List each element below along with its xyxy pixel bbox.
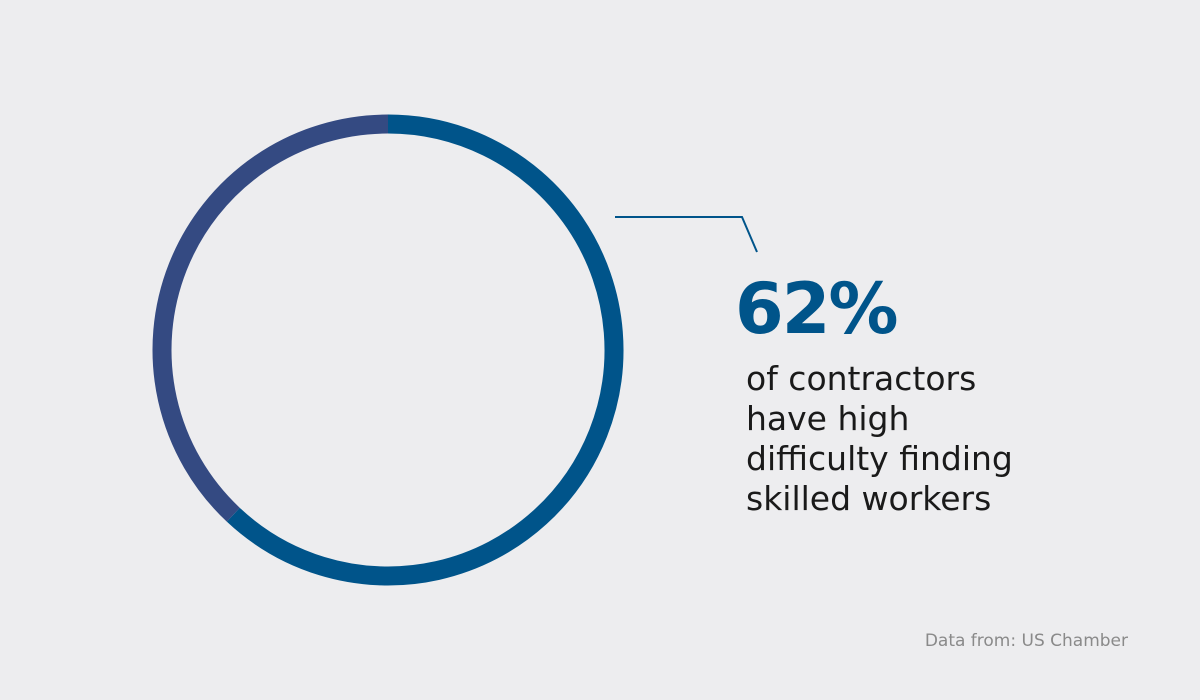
donut (152, 114, 624, 586)
donut-segment (226, 114, 624, 586)
donut-segment (152, 114, 389, 522)
source: Data from: US Chamber (925, 631, 1128, 651)
annotation-line: of contractors (746, 359, 976, 398)
annotation-line: skilled workers (746, 479, 991, 518)
value-label: 62% (735, 268, 897, 350)
leader-line (615, 216, 758, 253)
annotation-line: difficulty finding (746, 439, 1013, 478)
annotation-line: have high (746, 399, 909, 438)
